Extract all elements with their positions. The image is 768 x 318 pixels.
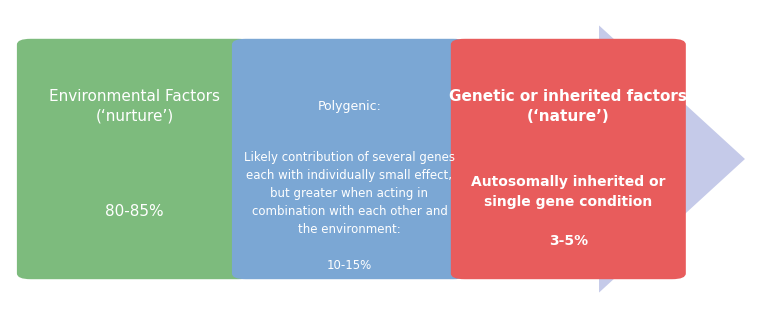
Text: Environmental Factors
(‘nurture’): Environmental Factors (‘nurture’) bbox=[49, 89, 220, 124]
Text: Likely contribution of several genes
each with individually small effect,
but gr: Likely contribution of several genes eac… bbox=[244, 151, 455, 272]
FancyBboxPatch shape bbox=[451, 39, 686, 279]
Polygon shape bbox=[54, 25, 745, 293]
FancyBboxPatch shape bbox=[232, 39, 467, 279]
Text: Autosomally inherited or
single gene condition

3-5%: Autosomally inherited or single gene con… bbox=[471, 176, 666, 248]
Text: 80-85%: 80-85% bbox=[105, 204, 164, 219]
Text: Genetic or inherited factors
(‘nature’): Genetic or inherited factors (‘nature’) bbox=[449, 89, 687, 124]
FancyBboxPatch shape bbox=[17, 39, 252, 279]
Text: Polygenic:: Polygenic: bbox=[317, 100, 382, 113]
